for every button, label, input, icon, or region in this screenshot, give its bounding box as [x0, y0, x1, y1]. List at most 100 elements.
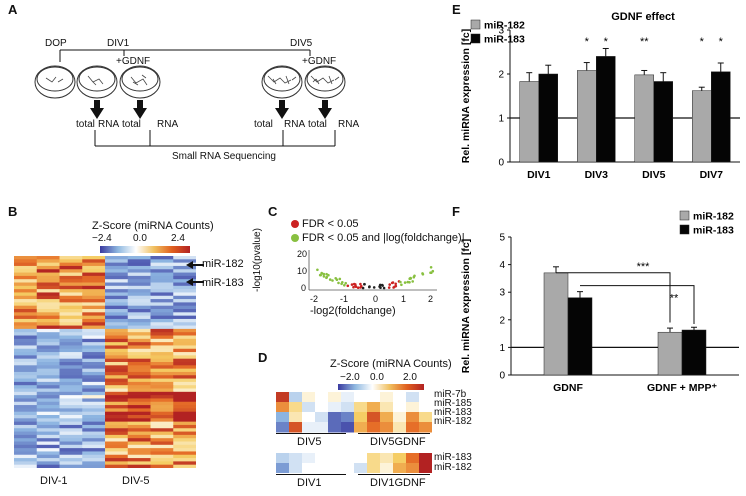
heatmap-d-cell: [289, 402, 303, 413]
heatmap-b-cell: [105, 408, 129, 413]
heatmap-b-cell: [105, 371, 129, 376]
y-axis-label: Rel. miRNA expression [fc]: [460, 239, 472, 373]
heatmap-b-cell: [105, 348, 129, 353]
heatmap-b-cell: [82, 348, 106, 353]
heatmap-b-cell: [173, 385, 196, 389]
heatmap-d-scale-title: Z-Score (miRNA Counts): [330, 358, 452, 370]
y-tick-label: 3: [498, 26, 504, 37]
heatmap-b-cell: [105, 345, 129, 350]
heatmap-b-cell: [59, 411, 83, 416]
heatmap-b-cell: [150, 444, 174, 449]
heatmap-b-cell: [150, 375, 174, 380]
heatmap-b-cell: [36, 272, 60, 277]
heatmap-b-scale-mid: 0.0: [133, 233, 147, 244]
heatmap-b-cell: [14, 391, 38, 396]
volcano-point: [408, 281, 411, 284]
heatmap-b-cell: [36, 309, 60, 313]
heatmap-b-scale-max: 2.4: [171, 233, 185, 244]
heatmap-b-cell: [105, 256, 129, 260]
heatmap-b-cell: [173, 448, 196, 452]
volcano-point: [359, 286, 362, 289]
heatmap-b-cell: [36, 415, 60, 419]
heatmap-b-cell: [82, 265, 106, 270]
heatmap-b-cell: [127, 441, 151, 446]
y-tick-label: 0: [498, 158, 504, 169]
bar-mir-182-gdnf: [543, 272, 569, 376]
heatmap-b-cell: [150, 282, 174, 287]
legend-dot-fdr-fold: [291, 234, 299, 242]
heatmap-b-cell: [36, 355, 60, 360]
heatmap-b-cell: [105, 272, 129, 277]
heatmap-b-cell: [150, 398, 174, 403]
heatmap-b: [14, 256, 196, 468]
heatmap-b-cell: [14, 275, 38, 280]
heatmap-d-bottom-cell: [302, 453, 316, 464]
heatmap-d-row-mir-7b: miR-7b: [434, 389, 467, 400]
significance-mark: **: [640, 36, 649, 48]
heatmap-b-cell: [150, 415, 174, 419]
heatmap-d-group-div5gdnf: DIV5GDNF: [370, 436, 426, 448]
panel-label-c: C: [268, 204, 278, 219]
heatmap-b-cell: [150, 338, 174, 343]
heatmap-d-cell: [341, 392, 355, 403]
heatmap-b-cell: [59, 322, 83, 327]
heatmap-d-bottom-cell: [276, 453, 290, 464]
heatmap-b-cell: [150, 289, 174, 293]
heatmap-b-cell: [14, 269, 38, 274]
panel-label-a: A: [8, 2, 18, 17]
heatmap-b-cell: [82, 428, 106, 433]
heatmap-d-bottom-cell: [406, 453, 420, 464]
heatmap-b-cell: [150, 431, 174, 436]
y-tick-label: 5: [499, 233, 505, 244]
heatmap-b-cell: [127, 391, 151, 396]
group-line-div1: [276, 474, 346, 475]
heatmap-b-cell: [59, 381, 83, 386]
volcano-xtick-m1: -1: [340, 294, 349, 304]
heatmap-b-cell: [127, 381, 151, 386]
heatmap-b-cell: [36, 431, 60, 436]
heatmap-b-cell: [36, 299, 60, 303]
heatmap-b-cell: [82, 362, 106, 366]
heatmap-b-cell: [127, 269, 151, 274]
heatmap-b-cell: [173, 431, 196, 436]
heatmap-d-bottom-cell: [406, 463, 420, 473]
heatmap-d-row-mir-185: miR-185: [434, 398, 472, 409]
heatmap-d-top: [276, 392, 432, 433]
heatmap-d-cell: [419, 392, 432, 403]
heatmap-b-cell: [105, 342, 129, 346]
y-tick-label: 3: [499, 288, 505, 299]
heatmap-b-cell: [82, 295, 106, 300]
heatmap-b-cell: [105, 259, 129, 264]
heatmap-b-cell: [173, 365, 196, 370]
heatmap-b-cell: [150, 315, 174, 320]
heatmap-b-cell: [14, 345, 38, 350]
legend-swatch: [470, 19, 481, 30]
heatmap-b-cell: [127, 328, 151, 333]
significance-mark: *: [700, 36, 705, 48]
heatmap-b-cell: [14, 272, 38, 277]
heatmap-b-cell: [14, 309, 38, 313]
heatmap-b-cell: [173, 285, 196, 290]
heatmap-d-cell: [276, 402, 290, 413]
heatmap-b-cell: [82, 335, 106, 340]
heatmap-b-cell: [105, 415, 129, 419]
heatmap-b-scale-title: Z-Score (miRNA Counts): [92, 220, 214, 232]
heatmap-b-cell: [59, 352, 83, 356]
heatmap-b-cell: [82, 332, 106, 336]
heatmap-b-cell: [150, 408, 174, 413]
heatmap-b-cell: [82, 405, 106, 409]
heatmap-b-cell: [36, 279, 60, 283]
heatmap-b-cell: [82, 275, 106, 280]
heatmap-b-cell: [82, 282, 106, 287]
heatmap-b-cell: [59, 282, 83, 287]
heatmap-b-cell: [173, 395, 196, 399]
heatmap-b-cell: [82, 368, 106, 373]
heatmap-b-cell: [127, 279, 151, 283]
heatmap-b-cell: [127, 444, 151, 449]
heatmap-b-cell: [150, 391, 174, 396]
heatmap-b-cell: [127, 378, 151, 383]
heatmap-b-cell: [150, 309, 174, 313]
heatmap-b-cell: [173, 269, 196, 274]
heatmap-b-cell: [150, 461, 174, 466]
